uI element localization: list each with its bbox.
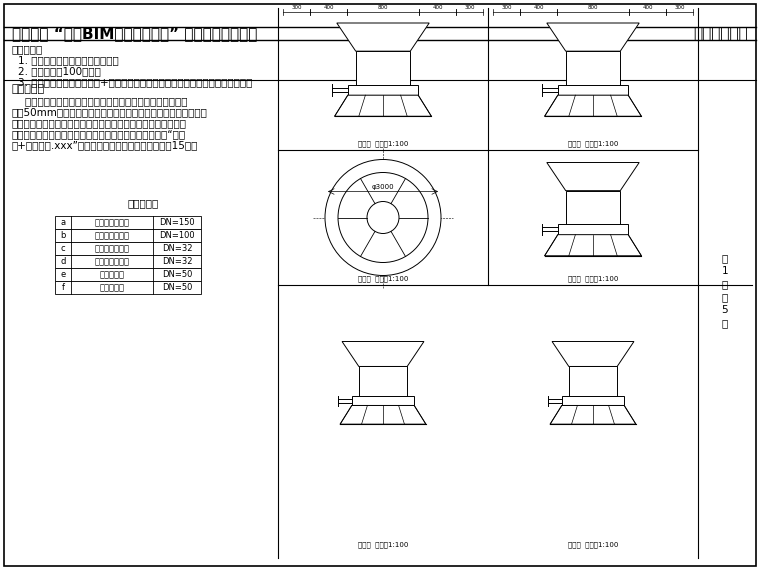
- Text: 管口直径表: 管口直径表: [128, 198, 159, 208]
- Text: 后视图  比例：1:100: 后视图 比例：1:100: [568, 275, 618, 282]
- Bar: [55, 255, 201, 268]
- Text: 排污管直径: 排污管直径: [100, 270, 125, 279]
- Text: 3. 新建文件夹（以准考证号+姓名命名），用于存放本次考试中生成的全部文件。: 3. 新建文件夹（以准考证号+姓名命名），用于存放本次考试中生成的全部文件。: [18, 77, 252, 87]
- Text: 表格中所给的管口直径设计连接件图元。请将模型文件以“冷却: 表格中所给的管口直径设计连接件图元。请将模型文件以“冷却: [12, 129, 186, 139]
- Text: b: b: [60, 231, 65, 240]
- Text: DN=100: DN=100: [159, 231, 195, 240]
- Bar: [558, 84, 629, 95]
- Text: 300: 300: [464, 5, 474, 10]
- Text: 第: 第: [722, 253, 728, 263]
- Text: 400: 400: [534, 5, 543, 10]
- Text: 5: 5: [722, 305, 728, 315]
- Text: 300: 300: [502, 5, 512, 10]
- Bar: [356, 51, 410, 84]
- Bar: [359, 367, 407, 396]
- Text: 溢水管直径: 溢水管直径: [100, 283, 125, 292]
- Polygon shape: [545, 235, 641, 256]
- Bar: [55, 229, 201, 242]
- Text: 侧视图  比例：1:100: 侧视图 比例：1:100: [568, 140, 618, 147]
- Text: f: f: [62, 283, 65, 292]
- Bar: [348, 84, 418, 95]
- Text: 手动补水管直径: 手动补水管直径: [94, 244, 129, 253]
- Text: 1: 1: [722, 266, 728, 276]
- Text: 1. 考试方式：计算机操作，闭卷；: 1. 考试方式：计算机操作，闭卷；: [18, 55, 119, 65]
- Text: 一、根据图纸，用构件集方式建立冷却塔模型，支座圆管直: 一、根据图纸，用构件集方式建立冷却塔模型，支座圆管直: [12, 96, 188, 106]
- Text: 中国图学学会: 中国图学学会: [693, 26, 748, 42]
- Text: 共: 共: [722, 292, 728, 302]
- Text: DN=50: DN=50: [162, 270, 192, 279]
- Text: 后视图  比例：1:100: 后视图 比例：1:100: [568, 542, 618, 548]
- Text: 300: 300: [291, 5, 302, 10]
- Text: e: e: [60, 270, 65, 279]
- Text: 400: 400: [642, 5, 653, 10]
- Text: 400: 400: [432, 5, 443, 10]
- Text: 考试要求：: 考试要求：: [12, 44, 43, 54]
- Bar: [558, 224, 629, 235]
- Text: 页: 页: [722, 279, 728, 289]
- Text: DN=150: DN=150: [159, 218, 195, 227]
- Text: 径为50mm。图中标示不全地方请自行设置，通过构件集参数的方: 径为50mm。图中标示不全地方请自行设置，通过构件集参数的方: [12, 107, 208, 117]
- Bar: [562, 396, 624, 405]
- Bar: [55, 281, 201, 294]
- Polygon shape: [545, 95, 641, 116]
- Text: a: a: [61, 218, 65, 227]
- Bar: [55, 242, 201, 255]
- Bar: [565, 190, 620, 224]
- Text: 试题部分：: 试题部分：: [12, 84, 45, 94]
- Circle shape: [325, 160, 441, 275]
- Text: DN=32: DN=32: [162, 244, 192, 253]
- Polygon shape: [552, 341, 634, 367]
- Circle shape: [367, 202, 399, 234]
- Circle shape: [338, 173, 428, 263]
- Polygon shape: [546, 23, 639, 51]
- Text: 式，将水管管口设置为构件参数，并通过改变参数的方式，根据: 式，将水管管口设置为构件参数，并通过改变参数的方式，根据: [12, 118, 187, 128]
- Text: φ3000: φ3000: [372, 184, 394, 189]
- Polygon shape: [340, 405, 426, 424]
- Text: 800: 800: [587, 5, 598, 10]
- Text: 冷却水出口直径: 冷却水出口直径: [94, 231, 129, 240]
- Text: 正视图  比例：1:100: 正视图 比例：1:100: [358, 140, 408, 147]
- Bar: [565, 51, 620, 84]
- Text: 2. 考试时间为100分钟；: 2. 考试时间为100分钟；: [18, 66, 101, 76]
- Text: 塔+考生姓名.xxx”为文件名保存到考生文件夹中。（15分）: 塔+考生姓名.xxx”为文件名保存到考生文件夹中。（15分）: [12, 140, 198, 150]
- Bar: [568, 367, 617, 396]
- Text: DN=50: DN=50: [162, 283, 192, 292]
- Text: 页: 页: [722, 318, 728, 328]
- Bar: [352, 396, 414, 405]
- Text: c: c: [61, 244, 65, 253]
- Text: d: d: [60, 257, 65, 266]
- Polygon shape: [550, 405, 636, 424]
- Polygon shape: [342, 341, 424, 367]
- Text: 第十二期 “全国BIM技能等级考试” 二级（设备）试题: 第十二期 “全国BIM技能等级考试” 二级（设备）试题: [12, 26, 258, 42]
- Bar: [55, 216, 201, 229]
- Text: 300: 300: [674, 5, 685, 10]
- Polygon shape: [334, 95, 432, 116]
- Text: 400: 400: [323, 5, 334, 10]
- Text: 俧视图  比例：1:100: 俧视图 比例：1:100: [358, 275, 408, 282]
- Text: 冷却水入口直径: 冷却水入口直径: [94, 218, 129, 227]
- Polygon shape: [546, 162, 639, 190]
- Text: 自动补水管直径: 自动补水管直径: [94, 257, 129, 266]
- Bar: [55, 268, 201, 281]
- Text: 正视图  比例：1:100: 正视图 比例：1:100: [358, 542, 408, 548]
- Text: 800: 800: [378, 5, 388, 10]
- Text: DN=32: DN=32: [162, 257, 192, 266]
- Polygon shape: [337, 23, 429, 51]
